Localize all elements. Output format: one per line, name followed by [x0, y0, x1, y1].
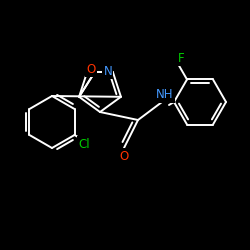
Text: F: F — [178, 52, 184, 65]
Text: NH: NH — [156, 88, 174, 102]
Text: N: N — [104, 65, 112, 78]
Text: Cl: Cl — [78, 138, 90, 150]
Text: O: O — [120, 150, 128, 162]
Text: O: O — [86, 63, 96, 76]
